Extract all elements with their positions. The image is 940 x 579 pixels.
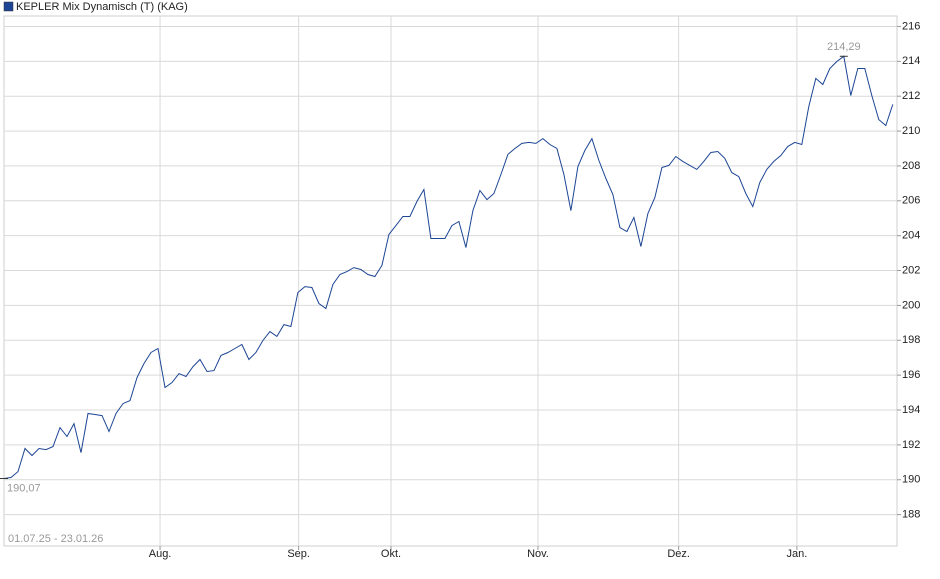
x-tick-label: Aug.: [149, 548, 172, 560]
y-tick-label: 214: [902, 55, 920, 67]
y-tick-label: 210: [902, 125, 920, 137]
y-tick-label: 192: [902, 439, 920, 451]
line: [3, 55, 894, 479]
value-label: 214,29: [827, 41, 861, 53]
y-tick-label: 202: [902, 264, 920, 276]
value-label: 190,07: [7, 482, 41, 494]
x-tick-label: Sep.: [287, 548, 310, 560]
y-tick-label: 212: [902, 90, 920, 102]
y-tick-label: 204: [902, 230, 920, 242]
y-tick-label: 190: [902, 474, 920, 486]
plot-frame: [3, 15, 898, 547]
y-tick-label: 216: [902, 20, 920, 32]
date-range: 01.07.25 - 23.01.26: [8, 533, 103, 545]
y-tick-label: 208: [902, 160, 920, 172]
x-tick-label: Nov.: [527, 548, 549, 560]
y-tick-label: 200: [902, 299, 920, 311]
x-tick-label: Jan.: [787, 548, 808, 560]
y-tick-label: 206: [902, 195, 920, 207]
y-tick-label: 196: [902, 369, 920, 381]
x-tick-label: Dez.: [667, 548, 690, 560]
x-tick-label: Okt.: [381, 548, 401, 560]
y-tick-label: 198: [902, 334, 920, 346]
legend-swatch: [3, 1, 14, 12]
y-tick-label: 188: [902, 509, 920, 521]
chart-title: KEPLER Mix Dynamisch (T) (KAG): [16, 1, 188, 13]
y-tick-label: 194: [902, 404, 920, 416]
